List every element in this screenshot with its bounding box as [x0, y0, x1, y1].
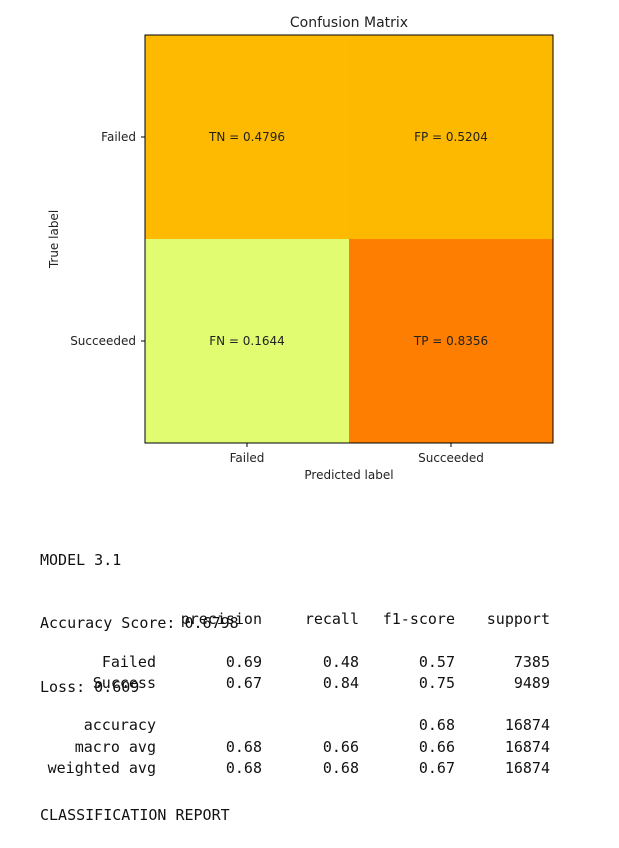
- loss-value: Loss: 0.609: [40, 678, 140, 697]
- row-value: 7385: [513, 652, 550, 671]
- confusion-matrix-chart: TN = 0.4796 FP = 0.5204 FN = 0.1644 TP = 0.…: [47, 15, 554, 482]
- x-tick-label: Failed: [230, 451, 265, 465]
- row-label: accuracy: [83, 716, 156, 735]
- row-label: Success: [92, 673, 156, 692]
- header-recall: recall: [304, 610, 359, 628]
- cell-label: FP = 0.5204: [414, 130, 488, 144]
- report-header-row: precision recall f1-score support: [40, 610, 550, 631]
- row-value: 0.66: [418, 737, 455, 756]
- row-value: 16874: [504, 737, 550, 756]
- row-value: 0.66: [322, 737, 359, 756]
- report-heading: CLASSIFICATION REPORT: [40, 806, 230, 825]
- heatmap-cell: [145, 239, 349, 443]
- y-tick-label: Failed: [101, 130, 136, 144]
- classification-report-table: precision recall f1-score support Failed…: [40, 610, 550, 780]
- row-value: 0.84: [322, 673, 359, 692]
- row-value: 0.57: [418, 652, 455, 671]
- row-value: 0.75: [418, 673, 455, 692]
- row-value: 0.68: [225, 759, 262, 778]
- table-row: weighted avg 0.68 0.68 0.67 16874: [40, 759, 550, 780]
- spacer-row: [40, 695, 76, 716]
- header-support: support: [486, 610, 550, 628]
- heatmap-cell: [349, 35, 553, 239]
- chart-title: Confusion Matrix: [290, 15, 408, 31]
- row-value: 0.68: [418, 716, 455, 735]
- table-row: macro avg 0.68 0.66 0.66 16874: [40, 738, 550, 759]
- table-row: accuracy 0.68 16874: [40, 716, 550, 737]
- x-tick-label: Succeeded: [418, 451, 484, 465]
- heatmap-cell: [349, 239, 553, 443]
- row-value: 0.48: [322, 652, 359, 671]
- cell-label: TP = 0.8356: [413, 334, 488, 348]
- row-value: 0.68: [322, 759, 359, 778]
- row-value: 0.68: [225, 737, 262, 756]
- row-value: 0.67: [225, 673, 262, 692]
- cell-label: TN = 0.4796: [208, 130, 285, 144]
- table-row: Success 0.67 0.84 0.75 9489: [40, 674, 550, 695]
- row-value: 9489: [513, 673, 550, 692]
- row-value: 16874: [504, 716, 550, 735]
- plot-frame: [144, 34, 554, 444]
- cell-label: FN = 0.1644: [209, 334, 285, 348]
- row-value: 16874: [504, 759, 550, 778]
- row-value: 0.69: [225, 652, 262, 671]
- accuracy-score: Accuracy Score: 0.6798: [40, 614, 239, 633]
- y-axis-label: True label: [47, 210, 61, 269]
- row-label: Failed: [101, 652, 156, 671]
- heatmap-cell: [145, 35, 349, 239]
- x-axis-label: Predicted label: [304, 468, 393, 482]
- table-row: Failed 0.69 0.48 0.57 7385: [40, 653, 550, 674]
- model-name: MODEL 3.1: [40, 550, 122, 569]
- row-label: weighted avg: [47, 759, 156, 778]
- header-f1-score: f1-score: [382, 610, 455, 628]
- row-label: macro avg: [74, 737, 156, 756]
- row-value: 0.67: [418, 759, 455, 778]
- y-tick-label: Succeeded: [70, 334, 136, 348]
- header-precision: precision: [180, 610, 262, 628]
